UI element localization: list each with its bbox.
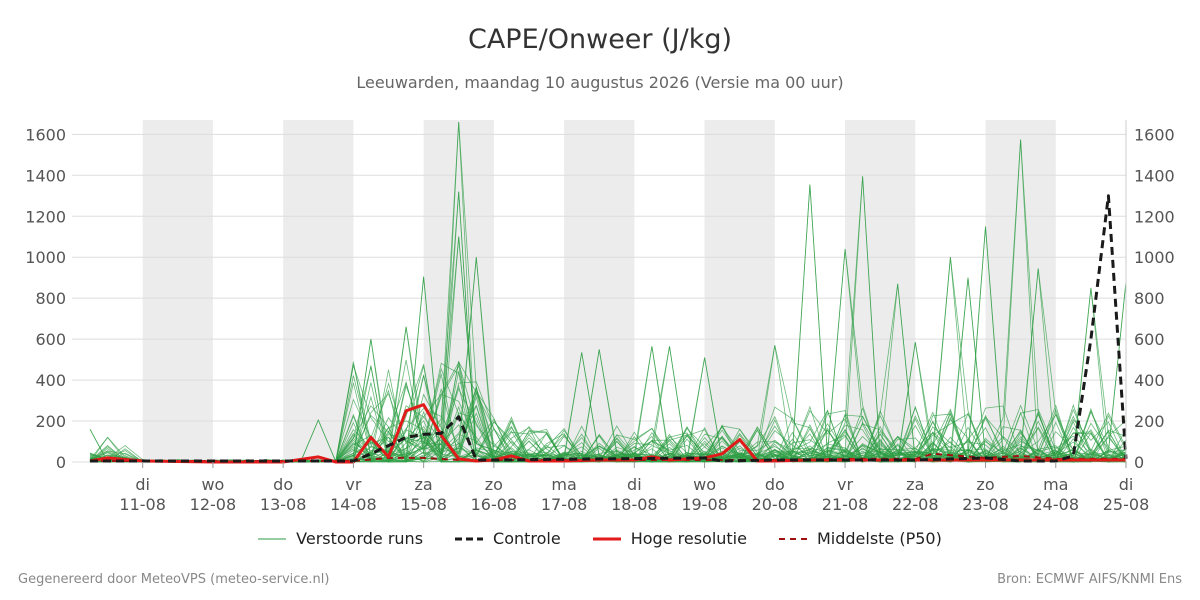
- y-tick-left-800: 800: [35, 289, 66, 308]
- main-series: [89, 194, 1128, 464]
- series-controle: [90, 194, 1128, 463]
- weekend-band-6: [985, 120, 1056, 462]
- y-tick-right-800: 800: [1134, 289, 1165, 308]
- weekend-band-1: [283, 120, 354, 462]
- y-tick-left-1600: 1600: [25, 125, 66, 144]
- y-tick-right-400: 400: [1134, 371, 1165, 390]
- legend-swatch-control: [455, 537, 484, 540]
- y-tick-right-1400: 1400: [1134, 166, 1175, 185]
- y-tick-left-1400: 1400: [25, 166, 66, 185]
- x-tick-date-0: 11-08: [119, 495, 166, 514]
- y-tick-left-200: 200: [35, 412, 66, 431]
- x-tick-day-2: do: [273, 475, 293, 494]
- y-tick-left-1200: 1200: [25, 207, 66, 226]
- x-tick-day-0: di: [135, 475, 150, 494]
- weekend-band-3: [564, 120, 635, 462]
- y-tick-left-1000: 1000: [25, 248, 66, 267]
- x-tick-day-3: vr: [345, 475, 361, 494]
- y-tick-right-0: 0: [1134, 453, 1144, 472]
- x-tick-day-13: ma: [1043, 475, 1068, 494]
- legend-swatch-ensemble: [258, 538, 287, 539]
- y-tick-right-1000: 1000: [1134, 248, 1175, 267]
- weekend-band-0: [142, 120, 213, 462]
- y-tick-left-0: 0: [56, 453, 66, 472]
- legend-swatch-highres: [592, 537, 621, 540]
- legend-item-ensemble[interactable]: Verstoorde runs: [258, 529, 423, 548]
- footer-source: Bron: ECMWF AIFS/KNMI Ens: [997, 572, 1182, 587]
- x-tick-date-3: 14-08: [330, 495, 377, 514]
- x-tick-date-14: 25-08: [1103, 495, 1150, 514]
- x-tick-date-8: 19-08: [681, 495, 728, 514]
- x-tick-date-12: 23-08: [962, 495, 1009, 514]
- x-tick-date-11: 22-08: [892, 495, 939, 514]
- x-tick-date-9: 20-08: [752, 495, 799, 514]
- x-tick-date-4: 15-08: [400, 495, 447, 514]
- x-tick-date-10: 21-08: [822, 495, 869, 514]
- x-tick-day-8: wo: [693, 475, 716, 494]
- y-tick-left-600: 600: [35, 330, 66, 349]
- chart-subtitle: Leeuwarden, maandag 10 augustus 2026 (Ve…: [356, 73, 844, 92]
- y-tick-right-1200: 1200: [1134, 207, 1175, 226]
- x-tick-day-10: vr: [837, 475, 853, 494]
- legend-item-control[interactable]: Controle: [455, 529, 561, 548]
- legend-label-control: Controle: [493, 529, 561, 548]
- legend-label-median: Middelste (P50): [816, 529, 942, 548]
- x-tick-day-6: ma: [551, 475, 576, 494]
- x-tick-day-11: za: [906, 475, 924, 494]
- x-tick-date-1: 12-08: [190, 495, 237, 514]
- x-tick-date-7: 18-08: [611, 495, 658, 514]
- x-tick-day-14: di: [1119, 475, 1134, 494]
- x-tick-day-12: zo: [976, 475, 994, 494]
- legend-swatch-median: [778, 537, 807, 540]
- x-tick-date-2: 13-08: [260, 495, 307, 514]
- x-tick-day-5: zo: [485, 475, 503, 494]
- y-tick-right-200: 200: [1134, 412, 1165, 431]
- x-tick-date-6: 17-08: [541, 495, 588, 514]
- legend-label-ensemble: Verstoorde runs: [296, 529, 424, 548]
- legend-item-median[interactable]: Middelste (P50): [778, 529, 942, 548]
- x-tick-date-5: 16-08: [471, 495, 518, 514]
- legend-item-highres[interactable]: Hoge resolutie: [592, 529, 747, 548]
- axes: 0 0 200 200 400 400 600 600 800 800 1000 1000 1200 12…: [25, 120, 1175, 514]
- weekend-bands: [142, 120, 1056, 462]
- legend: Verstoorde runs Controle Hoge resolutie …: [0, 529, 1200, 548]
- y-tick-left-400: 400: [35, 371, 66, 390]
- y-tick-right-1600: 1600: [1134, 125, 1175, 144]
- x-tick-day-7: di: [627, 475, 642, 494]
- weekend-band-5: [845, 120, 916, 462]
- x-tick-day-1: wo: [201, 475, 224, 494]
- weekend-band-4: [704, 120, 775, 462]
- y-tick-right-600: 600: [1134, 330, 1165, 349]
- x-tick-day-4: za: [415, 475, 433, 494]
- footer-generator: Gegenereerd door MeteoVPS (meteo-service…: [18, 572, 330, 587]
- chart-title: CAPE/Onweer (J/kg): [467, 24, 732, 55]
- x-tick-date-13: 24-08: [1033, 495, 1080, 514]
- legend-label-highres: Hoge resolutie: [630, 529, 747, 548]
- x-tick-day-9: do: [765, 475, 785, 494]
